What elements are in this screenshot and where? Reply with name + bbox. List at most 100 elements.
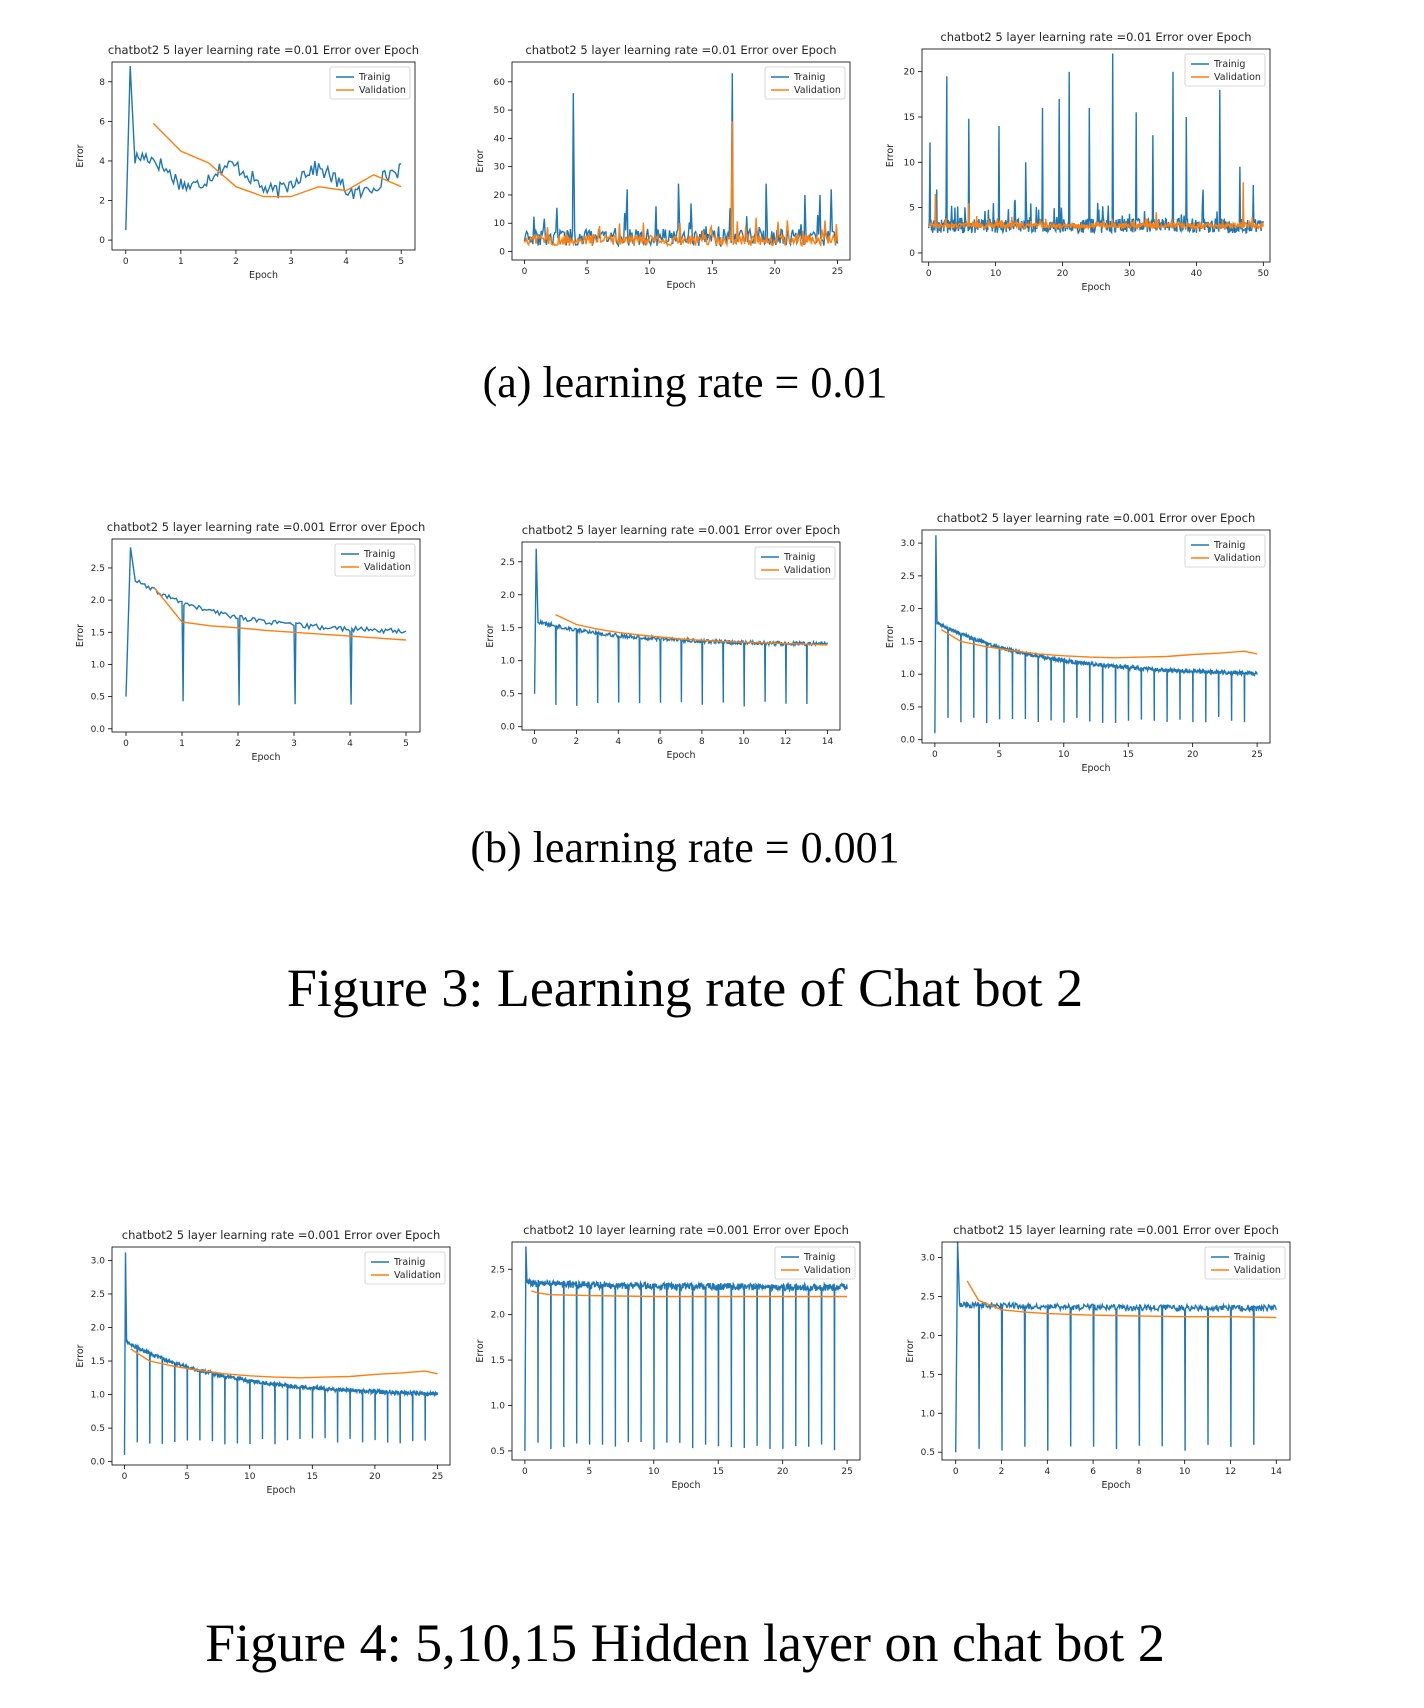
chart-title: chatbot2 15 layer learning rate =0.001 E… [953, 1223, 1279, 1237]
chart-title: chatbot2 5 layer learning rate =0.01 Err… [940, 30, 1251, 44]
y-tick-label: 2.0 [921, 1331, 936, 1341]
x-axis-label: Epoch [251, 752, 280, 763]
x-tick-label: 15 [307, 1472, 318, 1482]
x-tick-label: 12 [1225, 1467, 1236, 1477]
x-axis-label: Epoch [666, 750, 695, 761]
y-axis-label: Error [485, 624, 496, 647]
y-tick-label: 4 [99, 157, 105, 167]
x-tick-label: 20 [777, 1467, 789, 1477]
training-line [125, 65, 402, 231]
validation-line [152, 122, 402, 198]
x-tick-label: 20 [369, 1472, 381, 1482]
y-tick-label: 2.5 [91, 1290, 105, 1300]
plot-frame [111, 1246, 451, 1466]
x-tick-label: 5 [403, 739, 409, 749]
x-tick-label: 40 [1191, 269, 1203, 279]
y-tick-label: 2.5 [901, 572, 915, 582]
x-tick-label: 5 [996, 750, 1002, 760]
chart-a2: chatbot2 5 layer learning rate =0.01 Err… [475, 43, 851, 291]
y-tick-label: 0.0 [501, 723, 516, 733]
legend-label: Validation [394, 1270, 441, 1281]
y-tick-label: 2.5 [491, 1265, 505, 1275]
x-tick-label: 12 [780, 737, 791, 747]
x-tick-label: 8 [699, 737, 705, 747]
x-tick-label: 6 [1090, 1467, 1096, 1477]
y-tick-label: 0.5 [91, 693, 105, 703]
chart-b2: chatbot2 5 layer learning rate =0.001 Er… [485, 523, 841, 761]
y-tick-label: 30 [494, 163, 506, 173]
legend-box [334, 543, 416, 577]
x-tick-label: 10 [244, 1472, 256, 1482]
chart-title: chatbot2 5 layer learning rate =0.001 Er… [122, 1228, 440, 1242]
validation-line [555, 613, 828, 646]
y-axis-label: Error [475, 1339, 486, 1362]
x-tick-label: 30 [1124, 269, 1136, 279]
legend-label: Trainig [783, 552, 815, 563]
validation-line [531, 1290, 848, 1298]
x-tick-label: 15 [1122, 750, 1133, 760]
x-tick-label: 0 [123, 257, 129, 267]
chart-title: chatbot2 5 layer learning rate =0.01 Err… [525, 43, 836, 57]
y-tick-label: 1.5 [491, 1356, 505, 1366]
x-tick-label: 4 [343, 257, 349, 267]
x-axis-label: Epoch [671, 1480, 700, 1491]
legend-label: Validation [1234, 1265, 1281, 1276]
y-tick-label: 10 [494, 219, 506, 229]
y-tick-label: 1.5 [901, 637, 915, 647]
legend-label: Validation [1214, 553, 1261, 564]
plot-frame [921, 529, 1271, 744]
chart-b3: chatbot2 5 layer learning rate =0.001 Er… [885, 511, 1271, 774]
plot-frame [921, 48, 1271, 263]
legend-label: Trainig [803, 1252, 835, 1263]
y-tick-label: 0.5 [901, 703, 915, 713]
chart-title: chatbot2 5 layer learning rate =0.001 Er… [107, 520, 425, 534]
plot-frame [521, 541, 841, 731]
x-axis-label: Epoch [1081, 763, 1110, 774]
y-tick-label: 0 [499, 248, 505, 258]
legend-box [774, 1246, 856, 1280]
chart-c3: chatbot2 15 layer learning rate =0.001 E… [905, 1223, 1291, 1491]
training-line [955, 1242, 1277, 1453]
plot-frame [511, 61, 851, 261]
legend-label: Trainig [363, 549, 395, 560]
y-tick-label: 10 [904, 158, 916, 168]
legend-label: Validation [1214, 72, 1261, 83]
y-tick-label: 40 [494, 134, 506, 144]
y-tick-label: 8 [99, 78, 105, 88]
chart-title: chatbot2 5 layer learning rate =0.01 Err… [108, 43, 419, 57]
chart-a1: chatbot2 5 layer learning rate =0.01 Err… [75, 43, 419, 281]
x-tick-label: 14 [1271, 1467, 1283, 1477]
x-tick-label: 10 [644, 267, 656, 277]
x-tick-label: 25 [832, 267, 843, 277]
training-line [123, 1252, 439, 1455]
y-axis-label: Error [885, 144, 896, 167]
legend-box [1184, 534, 1266, 568]
y-tick-label: 2.0 [901, 605, 916, 615]
figure-3-caption: Figure 3: Learning rate of Chat bot 2 [286, 958, 1084, 1018]
y-tick-label: 2 [99, 197, 105, 207]
chart-title: chatbot2 5 layer learning rate =0.001 Er… [937, 511, 1255, 525]
legend-label: Validation [359, 85, 406, 96]
legend-box [754, 546, 836, 580]
y-tick-label: 50 [494, 106, 506, 116]
y-tick-label: 2.0 [91, 1323, 106, 1333]
chart-c1: chatbot2 5 layer learning rate =0.001 Er… [75, 1228, 451, 1496]
y-tick-label: 0.5 [491, 1447, 505, 1457]
y-tick-label: 0 [99, 236, 105, 246]
plot-frame [941, 1241, 1291, 1461]
chart-b1: chatbot2 5 layer learning rate =0.001 Er… [75, 520, 425, 763]
y-tick-label: 1.5 [501, 624, 515, 634]
y-tick-label: 6 [99, 117, 105, 127]
y-tick-label: 0 [909, 249, 915, 259]
y-tick-label: 1.0 [491, 1402, 506, 1412]
figure-4-caption: Figure 4: 5,10,15 Hidden layer on chat b… [205, 1613, 1165, 1673]
validation-line [928, 182, 1264, 232]
legend-label: Trainig [1233, 1252, 1265, 1263]
y-tick-label: 1.0 [91, 660, 106, 670]
legend-label: Validation [804, 1265, 851, 1276]
x-tick-label: 20 [1057, 269, 1069, 279]
x-tick-label: 2 [999, 1467, 1005, 1477]
y-tick-label: 20 [494, 191, 506, 201]
validation-line [940, 629, 1258, 659]
y-tick-label: 0.5 [91, 1424, 105, 1434]
